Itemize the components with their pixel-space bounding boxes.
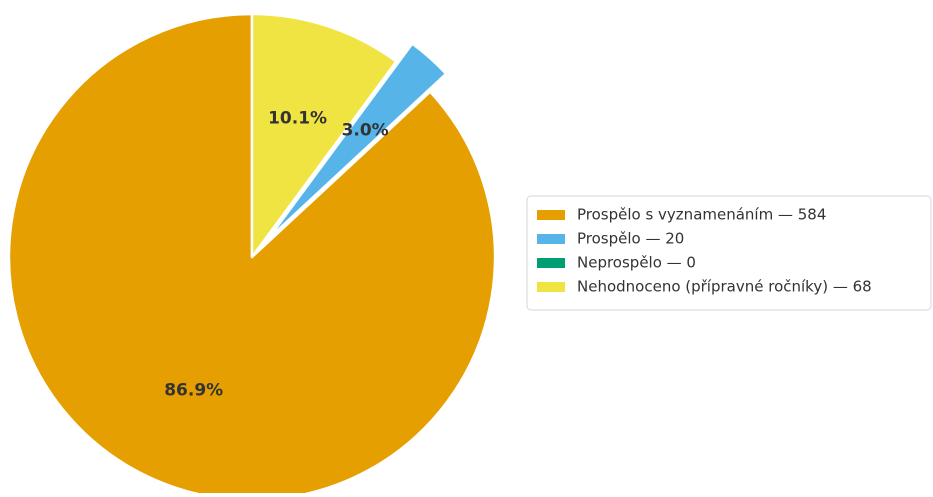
legend: Prospělo s vyznamenáním — 584 Prospělo — … [526, 195, 932, 311]
slice-percent-label-prospelo-s-vyznamenanim: 86.9% [164, 381, 223, 401]
slice-percent-label-nehodnoceno-pripravne-rocniky: 10.1% [268, 109, 327, 129]
pie-slices [7, 12, 497, 497]
legend-label-neprospelo: Neprospělo — 0 [577, 254, 696, 272]
legend-swatch-prospelo-s-vyznamenanim [537, 210, 565, 220]
pie-slice-labels: 86.9% 3.0% 10.1% [164, 109, 389, 401]
legend-swatch-neprospelo [537, 258, 565, 268]
legend-frame [526, 195, 932, 311]
legend-swatch-nehodnoceno-pripravne-rocniky [537, 282, 565, 292]
legend-label-prospelo: Prospělo — 20 [577, 230, 684, 248]
legend-label-nehodnoceno-pripravne-rocniky: Nehodnoceno (přípravné ročníky) — 68 [577, 278, 872, 296]
slice-percent-label-prospelo: 3.0% [342, 120, 389, 140]
legend-label-prospelo-s-vyznamenanim: Prospělo s vyznamenáním — 584 [577, 206, 826, 224]
legend-swatch-prospelo [537, 234, 565, 244]
pie-slice-prospelo [266, 42, 448, 241]
pie-slice-nehodnoceno-pripravne-rocniky [250, 12, 398, 259]
pie-slice-prospelo-s-vyznamenanim [7, 12, 497, 497]
